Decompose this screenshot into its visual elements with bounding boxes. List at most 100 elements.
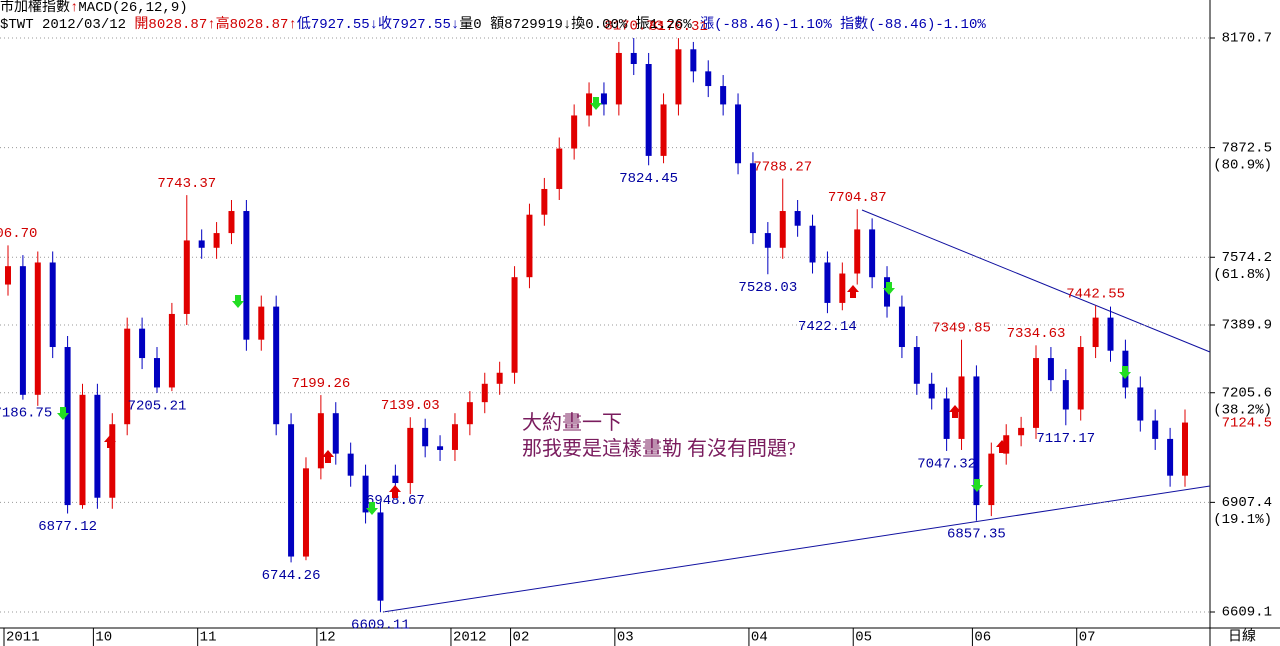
candle-body [556,148,563,189]
candle-body [496,372,503,384]
candle-body [928,383,935,399]
candle-body [288,424,295,557]
candle-body [1167,438,1174,476]
candle-body [1077,347,1084,410]
y-tick-label: 7872.5 [1222,140,1272,156]
candle-body [943,398,950,439]
buy-arrow [996,440,1008,453]
low-label: 7117.17 [1036,431,1095,447]
low-label: 7186.75 [0,405,52,421]
x-tick-label: 07 [1079,630,1096,646]
candle-body [377,512,384,601]
candle-body [422,427,429,447]
low-label: 7528.03 [738,280,797,296]
candle-body [437,446,444,450]
fib-label: (61.8%) [1213,267,1272,283]
candle-body [749,163,756,234]
high-label: 7704.87 [828,190,887,206]
low-label: 7422.14 [798,319,857,335]
candle-body [79,394,86,506]
candle-body [228,211,235,234]
sell-arrow [590,97,602,110]
y-tick-label: 6907.4 [1222,495,1272,511]
note: 那我要是這樣畫勒 有沒有問題? [522,438,796,460]
header-text: 市加權指數 [0,0,70,16]
period-label: 日線 [1228,629,1256,646]
x-tick-label: 2011 [6,630,40,646]
high-label: 7349.85 [932,320,991,336]
candle-body [511,277,518,373]
x-tick-label: 06 [974,630,991,646]
high-label: 7606.70 [0,226,37,242]
high-label: 7788.27 [753,159,812,175]
y-tick-label: 7205.6 [1222,385,1272,401]
sell-arrow [232,295,244,308]
x-tick-label: 12 [319,630,336,646]
candle-body [898,306,905,348]
candle-body [1003,435,1010,454]
candle-body [124,328,131,425]
candle-body [19,266,26,395]
candle-body [139,328,146,359]
candle-body [630,52,637,64]
candle-body [720,86,727,105]
high-label: 7199.26 [291,376,350,392]
candle-body [451,424,458,450]
candle-body [913,347,920,384]
candle-body [660,104,667,156]
trend-line [382,485,1211,613]
low-label: 7047.32 [917,457,976,473]
low-label: 7824.45 [619,171,678,187]
x-tick-label: 11 [200,630,217,646]
candle-body [1182,422,1188,476]
y-tick-label: 6609.1 [1222,605,1272,621]
sell-arrow [971,479,983,492]
candle-body [1107,317,1114,351]
candle-body [675,49,682,105]
high-label: 7139.03 [381,398,440,414]
low-label: 6877.12 [38,519,97,535]
candle-body [466,402,473,425]
low-label: 7205.21 [128,399,187,415]
candle-body [1047,358,1054,381]
buy-arrow [389,485,401,498]
fib-label: (80.9%) [1213,157,1272,173]
buy-arrow [322,450,334,463]
fib-label: (38.2%) [1213,402,1272,418]
candle-body [958,376,965,439]
candle-body [332,413,339,454]
header-text: $TWT 2012/03/12 [0,17,135,33]
candle-body [273,306,280,425]
sell-arrow [1119,366,1131,379]
candle-body [645,63,652,156]
candle-body [64,347,71,506]
candle-body [198,240,205,248]
candle-body [571,115,578,149]
candle-body [302,468,309,557]
header-arrow: ↑ [70,0,79,16]
candle-body [779,211,786,248]
note: 大約畫一下 [522,412,622,434]
fib-label: (19.1%) [1213,512,1272,528]
candle-body [824,262,831,303]
candle-body [586,93,593,116]
y-tick-label: 7574.2 [1222,250,1272,266]
header-text: 低7927.55↓收7927.55↓ [296,17,460,33]
x-tick-label: 02 [513,630,530,646]
y-tick-label: 8170.7 [1222,31,1272,47]
candle-body [34,262,41,395]
close-label: 7124.5 [1222,415,1272,431]
candle-body [407,427,414,484]
buy-arrow [847,285,859,298]
candle-body [735,104,742,164]
x-tick-label: 05 [855,630,872,646]
header-text: MACD(26,12,9) [78,0,188,16]
candle-body [615,52,622,105]
candle-body [392,475,399,484]
header-line-2: $TWT 2012/03/12 開8028.87↑高8028.87↑低7927.… [0,17,986,34]
candle-body [183,240,190,314]
candle-body [94,394,101,498]
x-tick-label: 2012 [453,630,487,646]
